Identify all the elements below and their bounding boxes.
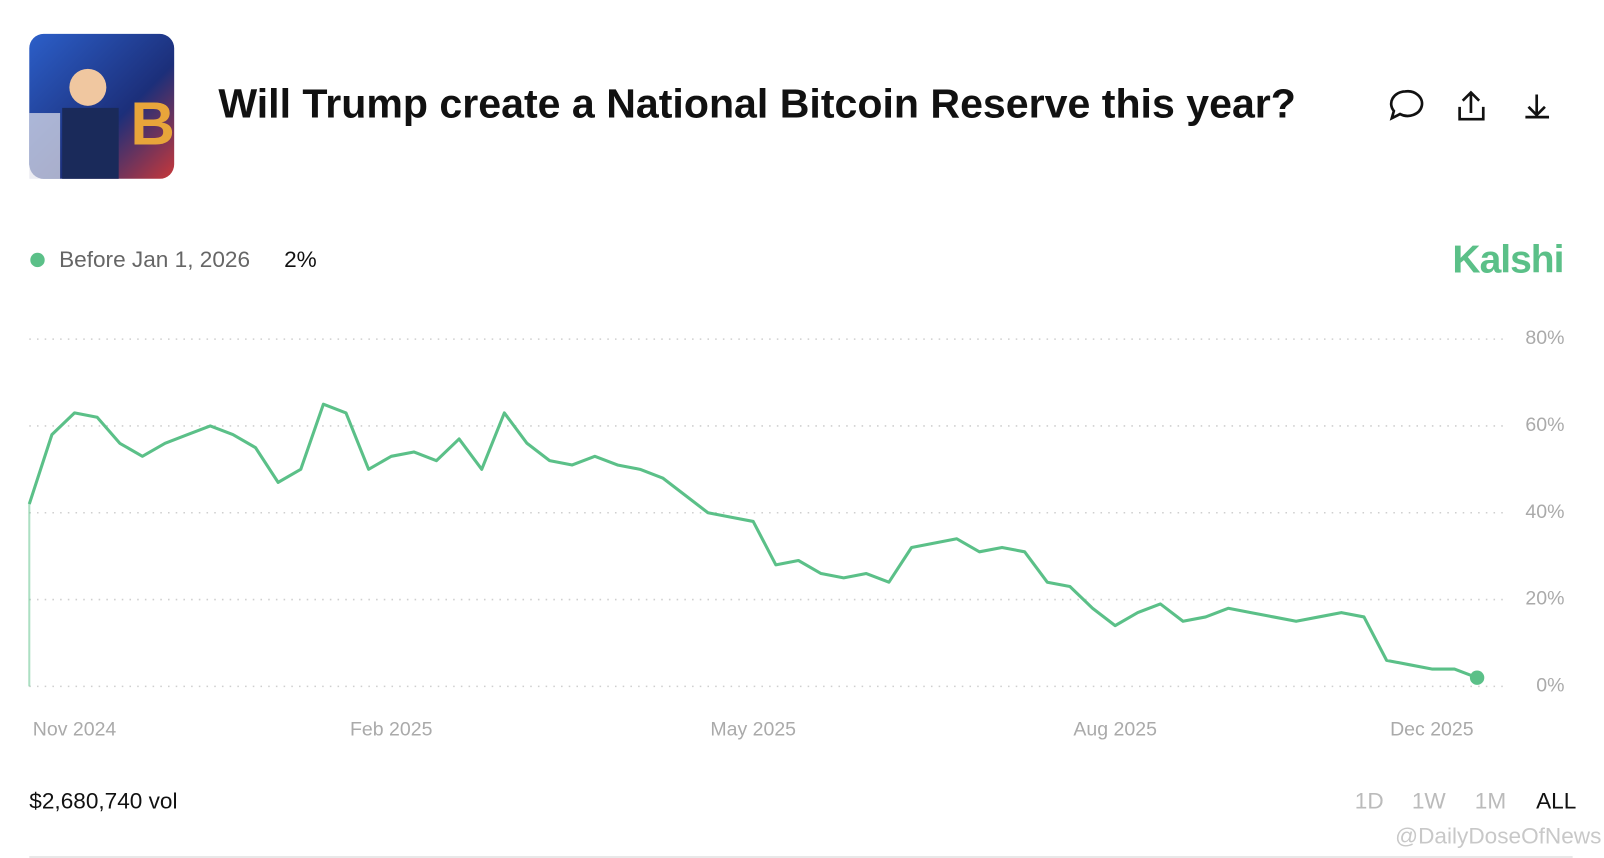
watermark: @DailyDoseOfNews xyxy=(1395,823,1601,848)
range-buttons: 1D 1W 1M ALL xyxy=(1355,788,1577,813)
x-tick-label: Feb 2025 xyxy=(350,719,433,741)
x-tick-label: Aug 2025 xyxy=(1073,719,1157,741)
end-dot xyxy=(1469,670,1485,685)
x-tick-label: May 2025 xyxy=(710,719,796,741)
y-tick-label: 80% xyxy=(1525,327,1564,349)
market-icon: B xyxy=(29,33,175,179)
download-button[interactable] xyxy=(1525,94,1550,119)
price-line xyxy=(27,402,1478,680)
y-tick-label: 60% xyxy=(1525,414,1564,436)
y-tick-label: 0% xyxy=(1536,675,1564,697)
y-tick-label: 40% xyxy=(1525,501,1564,523)
legend-value: 2% xyxy=(284,247,317,272)
svg-text:B: B xyxy=(130,90,175,159)
legend-label: Before Jan 1, 2026 xyxy=(59,247,250,272)
x-tick-label: Dec 2025 xyxy=(1390,719,1474,741)
brand: Kalshi xyxy=(1452,238,1563,281)
range-button[interactable]: 1D xyxy=(1355,788,1384,813)
y-tick-label: 20% xyxy=(1525,588,1564,610)
volume: $2,680,740 vol xyxy=(29,788,177,813)
plot: 0% 20% 40% 60% 80% Nov 2024 Feb 2025 May 2025 Au… xyxy=(27,327,1564,741)
share-button[interactable] xyxy=(1458,90,1485,121)
range-button[interactable]: 1M xyxy=(1475,788,1506,813)
range-button[interactable]: ALL xyxy=(1536,788,1576,813)
range-button[interactable]: 1W xyxy=(1412,788,1447,813)
x-tick-label: Nov 2024 xyxy=(33,719,117,741)
comment-button[interactable] xyxy=(1389,89,1424,121)
legend-swatch xyxy=(30,252,45,268)
title: Will Trump create a National Bitcoin Res… xyxy=(218,81,1296,127)
